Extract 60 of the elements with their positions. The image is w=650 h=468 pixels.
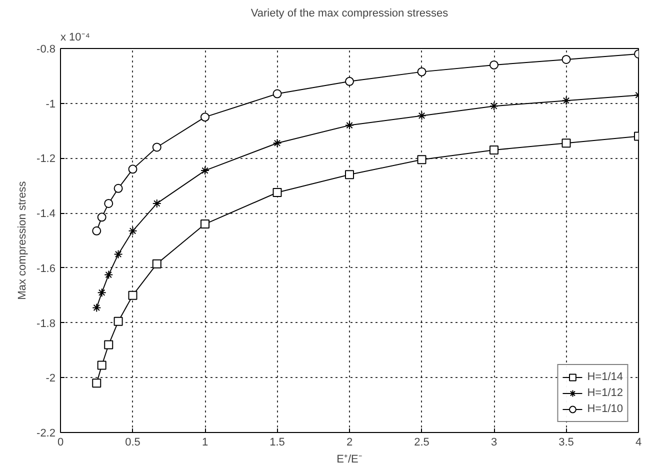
point [345, 170, 354, 180]
y-tick-label: -1.8 [36, 318, 56, 330]
point [200, 220, 210, 229]
y-tick-label: -1.6 [36, 262, 56, 275]
chart-title: Variety of the max compression stresses [250, 8, 449, 20]
x-tick-label: 3 [490, 436, 498, 448]
point [562, 54, 571, 64]
point [114, 316, 123, 326]
x-axis-title: E⁺/E⁻ [336, 454, 362, 466]
point [562, 96, 571, 106]
point [490, 102, 498, 111]
y-axis-title: Max compression stress [16, 180, 29, 300]
y-tick-label: -2.2 [36, 428, 56, 440]
x-tick-label: 2 [346, 436, 353, 448]
point [104, 198, 114, 208]
legend-label: H=1/14 [587, 370, 623, 385]
y-tick-label: -1 [46, 98, 56, 110]
point [417, 111, 426, 120]
point [200, 112, 210, 122]
point [200, 166, 210, 176]
point [345, 120, 354, 130]
point [152, 198, 162, 208]
point [104, 340, 114, 350]
y-tick-label: -1.2 [36, 153, 56, 166]
point [97, 288, 106, 298]
legend-label: H=1/12 [587, 386, 623, 401]
x-tick-label: 0.5 [125, 436, 140, 448]
point [345, 76, 354, 86]
point [490, 145, 498, 154]
x-tick-label: 2.5 [414, 436, 430, 448]
point [97, 212, 106, 222]
x-tick-label: 1 [202, 436, 208, 448]
x-tick-label: 3.5 [558, 436, 574, 448]
x-tick-label: 0 [57, 436, 64, 448]
point [272, 89, 282, 98]
point [417, 67, 426, 76]
point [92, 378, 102, 388]
legend-label: H=1/10 [587, 402, 623, 417]
y-tick-label: -0.8 [36, 44, 56, 56]
y-tick-label: -1.4 [36, 208, 56, 220]
text: x 10⁻⁴ [60, 32, 90, 44]
point [417, 155, 426, 164]
point [128, 290, 138, 300]
point [272, 188, 282, 197]
point [128, 164, 138, 174]
point [92, 303, 102, 312]
point [128, 226, 138, 236]
point [490, 60, 498, 70]
x-tick-label: 4 [635, 436, 642, 448]
x-tick-label: 1.5 [270, 436, 285, 448]
point [104, 270, 114, 280]
point [114, 184, 123, 193]
point [272, 138, 282, 148]
point [152, 259, 162, 268]
point [97, 360, 106, 370]
point [152, 142, 162, 152]
point [562, 138, 571, 148]
point [92, 226, 102, 236]
point [114, 250, 123, 259]
y-tick-label: -2 [46, 372, 56, 385]
